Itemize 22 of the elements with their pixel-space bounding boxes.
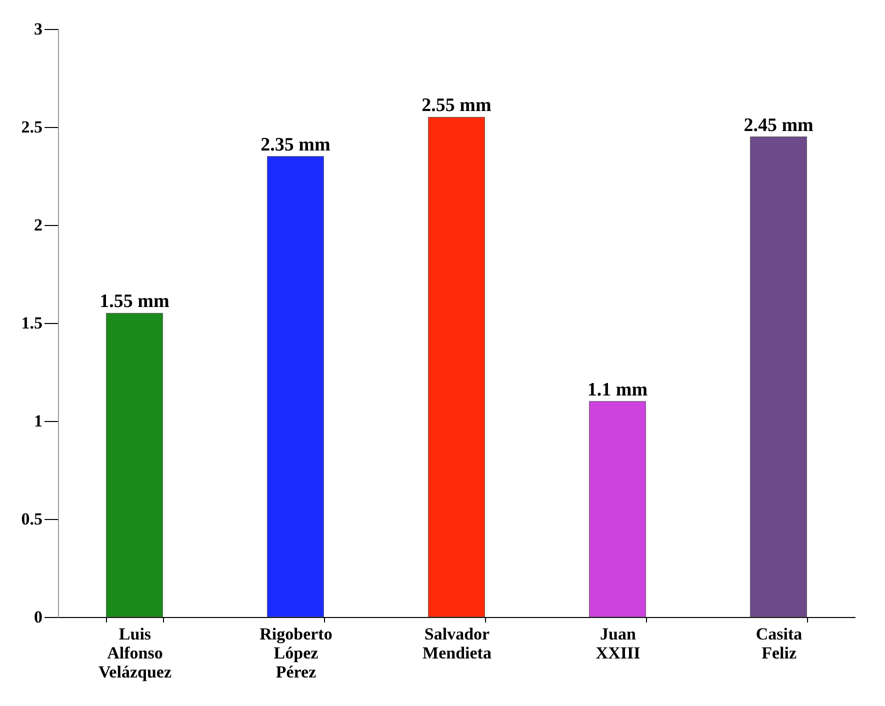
x-tick-label: Luis Alfonso Velázquez — [98, 624, 172, 682]
y-tick-label: 2.5 — [21, 118, 42, 136]
x-tick-label: Juan XXIII — [596, 624, 641, 662]
y-tick-label: 0 — [34, 608, 42, 626]
y-tick-label: 1.5 — [21, 314, 42, 332]
bar — [267, 156, 324, 618]
y-tick-label: 0.5 — [21, 510, 42, 528]
data-label: 2.55 mm — [422, 95, 492, 116]
y-tick-label: 1 — [34, 412, 42, 430]
x-tick-label: Rigoberto López Pérez — [260, 624, 332, 682]
y-tick-label: 3 — [34, 20, 42, 38]
bar — [589, 401, 646, 618]
x-tick-label: Salvador Mendieta — [422, 624, 492, 662]
y-tick-label: 2 — [34, 216, 42, 234]
data-label: 2.35 mm — [260, 134, 330, 156]
data-label: 1.55 mm — [100, 291, 170, 312]
data-label: 2.45 mm — [744, 114, 814, 136]
bar — [106, 312, 163, 618]
x-tick-label: Casita Feliz — [756, 624, 803, 662]
bar — [428, 116, 485, 618]
data-label: 1.1 mm — [587, 379, 648, 400]
bar — [750, 136, 807, 618]
